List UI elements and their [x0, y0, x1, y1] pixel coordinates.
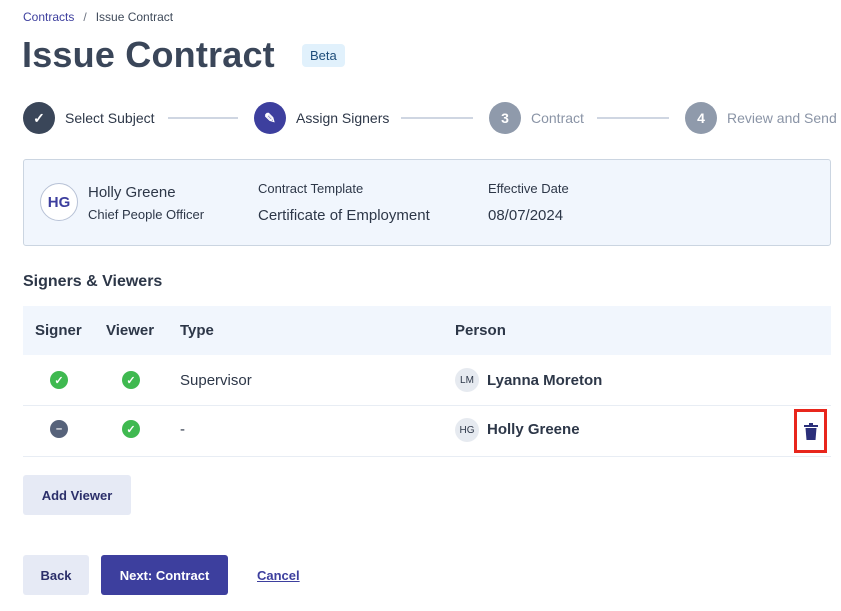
person-avatar: HG: [455, 418, 479, 442]
step-connector: [168, 117, 238, 119]
person-name: Lyanna Moreton: [487, 372, 603, 389]
trash-icon: [803, 422, 818, 440]
delete-button[interactable]: [794, 409, 827, 453]
check-circle-icon[interactable]: ✓: [122, 371, 140, 389]
breadcrumb-separator: /: [83, 10, 87, 24]
type-cell: -: [180, 421, 185, 438]
subject-name: Holly Greene: [88, 184, 176, 201]
column-header: Viewer: [106, 322, 155, 339]
section-heading: Signers & Viewers: [23, 273, 163, 290]
table-row: – ✓ - HG Holly Greene: [23, 406, 831, 457]
step-select-subject[interactable]: ✓ Select Subject: [23, 102, 155, 134]
step-connector: [401, 117, 473, 119]
step-label: Review and Send: [727, 110, 837, 126]
template-value: Certificate of Employment: [258, 207, 430, 224]
step-label: Contract: [531, 110, 584, 126]
person-name: Holly Greene: [487, 421, 580, 438]
avatar: HG: [40, 183, 78, 221]
step-contract[interactable]: 3 Contract: [489, 102, 584, 134]
step-label: Select Subject: [65, 110, 155, 126]
person-avatar: LM: [455, 368, 479, 392]
subject-role: Chief People Officer: [88, 207, 205, 222]
breadcrumb-current: Issue Contract: [95, 10, 174, 24]
cancel-link[interactable]: Cancel: [257, 568, 300, 583]
contract-summary-card: HG Holly Greene Chief People Officer Con…: [23, 159, 831, 246]
minus-circle-icon[interactable]: –: [50, 420, 68, 438]
template-label: Contract Template: [258, 181, 364, 196]
pencil-icon: ✎: [254, 102, 286, 134]
date-value: 08/07/2024: [488, 207, 564, 224]
step-assign-signers[interactable]: ✎ Assign Signers: [254, 102, 389, 134]
check-circle-icon[interactable]: ✓: [122, 420, 140, 438]
type-cell: Supervisor: [180, 372, 252, 389]
add-viewer-button[interactable]: Add Viewer: [23, 475, 131, 515]
next-contract-button[interactable]: Next: Contract: [101, 555, 228, 595]
back-button[interactable]: Back: [23, 555, 89, 595]
date-label: Effective Date: [488, 181, 569, 196]
step-review-send[interactable]: 4 Review and Send: [685, 102, 837, 134]
column-header: Type: [180, 322, 214, 339]
table-header: [23, 306, 831, 355]
table-row: ✓ ✓ Supervisor LM Lyanna Moreton: [23, 355, 831, 406]
step-connector: [597, 117, 669, 119]
column-header: Signer: [35, 322, 82, 339]
check-icon: ✓: [23, 102, 55, 134]
step-number: 4: [685, 102, 717, 134]
column-header: Person: [455, 322, 506, 339]
page-title: Issue Contract: [22, 34, 275, 75]
breadcrumb-contracts-link[interactable]: Contracts: [23, 10, 75, 24]
step-label: Assign Signers: [296, 110, 390, 126]
step-number: 3: [489, 102, 521, 134]
breadcrumb: Contracts / Issue Contract: [23, 10, 173, 24]
check-circle-icon[interactable]: ✓: [50, 371, 68, 389]
beta-badge: Beta: [302, 44, 345, 67]
